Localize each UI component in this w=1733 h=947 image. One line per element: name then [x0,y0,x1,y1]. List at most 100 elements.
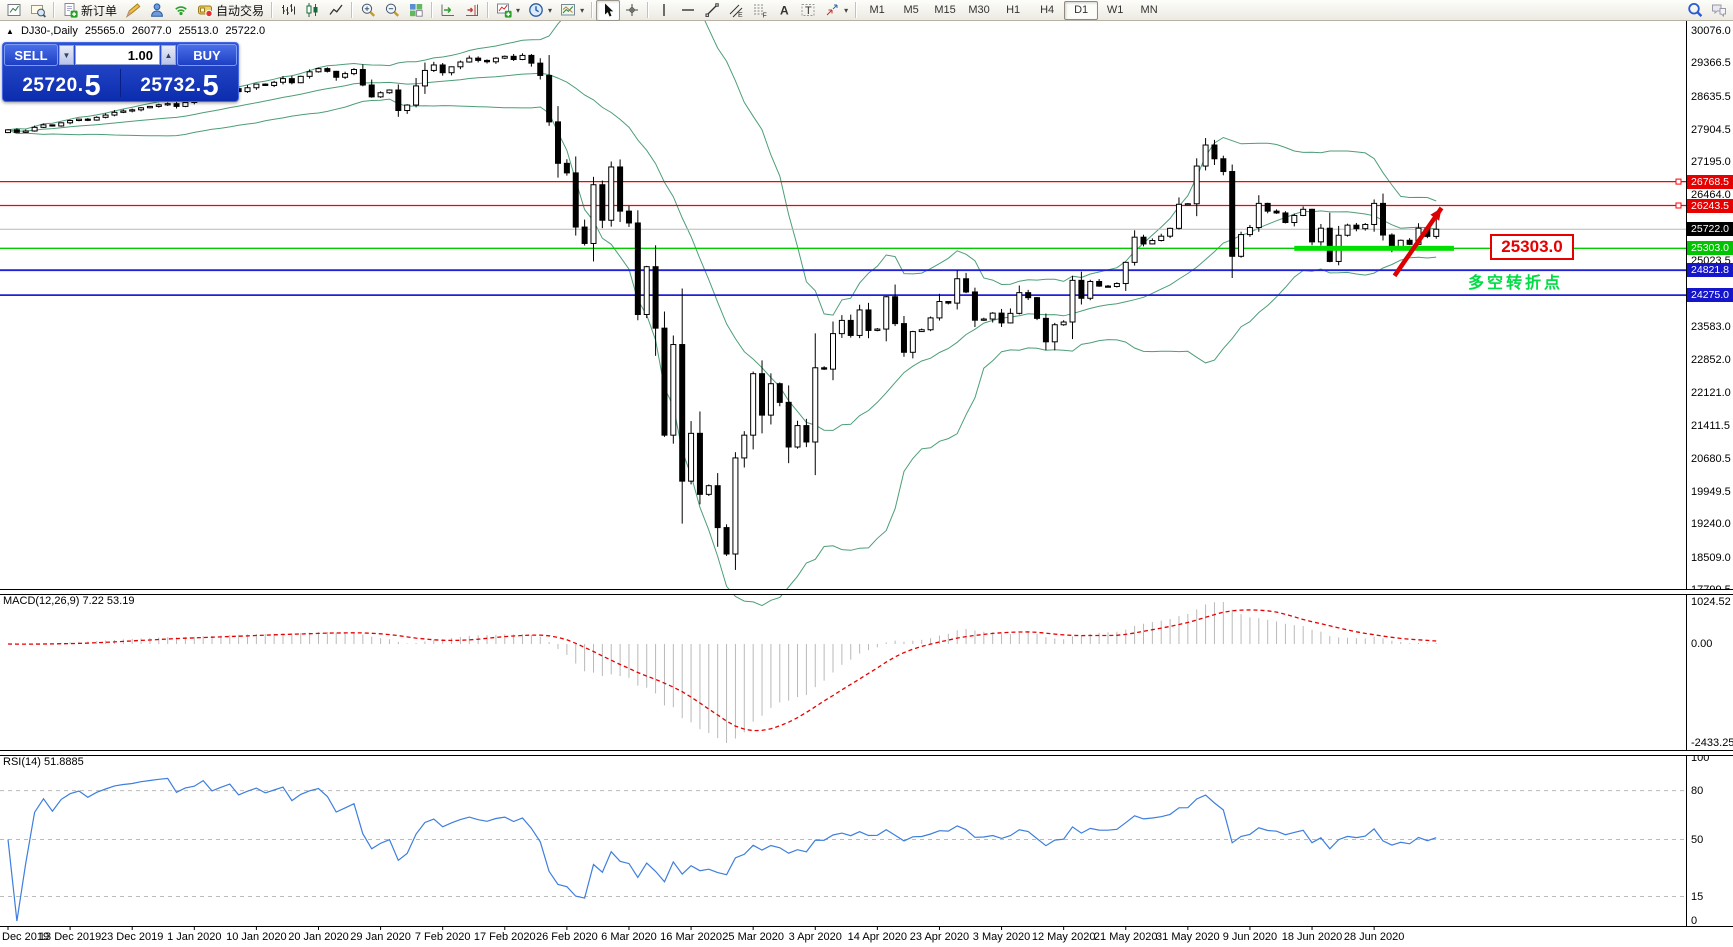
community-button[interactable] [1707,0,1731,21]
sell-price-pip: 5 [84,70,101,102]
fibonacci-button[interactable]: F [748,0,772,21]
timeframe-h1-button[interactable]: H1 [1006,4,1021,16]
equidistant-channel-button[interactable]: E [724,0,748,21]
timeframe-mn-button[interactable]: MN [1140,4,1158,16]
timeframe-m30-button[interactable]: M30 [968,4,990,16]
price-scale-tick: 27195.0 [1691,156,1731,169]
macd-panel-splitter[interactable] [0,589,1733,595]
zoom-out-button[interactable] [380,0,404,21]
search-button[interactable] [1683,0,1707,21]
rsi-scale-tick: 15 [1691,890,1704,903]
sell-price[interactable]: 25720. 5 [3,67,120,102]
candle-body [1034,297,1041,319]
rsi-panel-splitter[interactable] [0,750,1733,756]
crosshair-button[interactable] [620,0,644,21]
timeframe-m1-button[interactable]: M1 [869,4,885,16]
new-chart-button[interactable] [2,0,26,21]
candle-body [759,373,766,416]
candle-body [173,103,180,107]
candlestick-chart-icon [304,2,320,18]
rsi-line [7,777,1437,922]
support-level-bar[interactable] [1294,245,1454,251]
line-chart-button[interactable] [324,0,348,21]
arrows-button[interactable]: ▾ [820,0,852,21]
price-axis[interactable] [1686,21,1733,926]
autotrading-button[interactable]: 自动交易 [193,0,268,21]
candle-body [501,55,508,59]
candle-body [84,118,91,121]
support-price-callout[interactable]: 25303.0 [1490,234,1574,260]
tile-windows-button[interactable] [404,0,428,21]
timeframe-d1-button[interactable]: D1 [1064,0,1099,20]
sell-button[interactable]: SELL [4,44,58,66]
candle-body [714,485,721,529]
trendline-button[interactable] [700,0,724,21]
vertical-line-button[interactable] [652,0,676,21]
time-axis[interactable] [0,926,1733,927]
trend-arrow[interactable] [1392,206,1444,278]
zoom-in-button[interactable] [356,0,380,21]
candle-body [1167,227,1174,237]
dropdown-caret-icon[interactable]: ▾ [580,5,585,15]
text-button[interactable]: A [772,0,796,21]
price-badge-25722.0: 25722.0 [1687,222,1733,237]
x-axis-label: 3 Apr 2020 [788,931,842,943]
candle-body [812,367,819,443]
dropdown-caret-icon[interactable]: ▾ [548,5,553,15]
symbol-period: DJ30-,Daily [20,25,78,37]
timeframe-m15-button[interactable]: M15 [934,4,956,16]
candle-body [67,120,74,124]
candle-body [1122,261,1129,285]
periods-button[interactable]: ▾ [524,0,556,21]
candle-body [1131,236,1138,263]
volume-increase-button[interactable]: ▲ [161,45,176,65]
indicators-button[interactable]: ▾ [492,0,524,21]
new-order-button[interactable]: 新订单 [58,0,121,21]
candle-body [1096,280,1103,287]
signals-button[interactable] [169,0,193,21]
trend-arrow-head [1430,207,1442,221]
candle-body [865,309,872,331]
price-badge-26243.5: 26243.5 [1687,198,1733,213]
price-scale-tick: 19949.5 [1691,486,1731,499]
price-badge-26768.5: 26768.5 [1687,174,1733,189]
cursor-button[interactable] [596,0,621,21]
hline-handle[interactable] [1675,178,1682,185]
timeframe-h4-button[interactable]: H4 [1040,4,1055,16]
autotrading-label: 自动交易 [216,3,265,18]
zoom-out-icon [384,2,400,18]
horizontal-line-button[interactable] [676,0,700,21]
zoom-in-icon [360,2,376,18]
candle-body [617,166,624,212]
dropdown-caret-icon[interactable]: ▾ [516,5,521,15]
signals-icon [173,2,189,18]
volume-input[interactable]: 1.00 [75,45,160,65]
dropdown-caret-icon[interactable]: ▾ [844,5,849,15]
text-label-icon: T [800,2,816,18]
profiles-button[interactable] [26,0,50,21]
candle-body [102,114,109,118]
navigator-button[interactable] [145,0,169,21]
candlestick-chart-button[interactable] [300,0,324,21]
auto-scroll-button[interactable] [436,0,460,21]
candle-body [652,266,659,329]
text-label-button[interactable]: T [796,0,820,21]
candle-body [1175,203,1182,229]
timeframe-w1-button[interactable]: W1 [1106,4,1124,16]
buy-button[interactable]: BUY [177,44,237,66]
timeframe-m5-button[interactable]: M5 [903,4,919,16]
macd-label: MACD(12,26,9) 7.22 53.19 [3,595,135,607]
bar-chart-button[interactable] [276,0,300,21]
horizontal-line-icon [680,2,696,18]
chart-shift-button[interactable] [460,0,484,21]
hline-handle[interactable] [1675,202,1682,209]
candle-body [1193,165,1200,205]
buy-price[interactable]: 25732. 5 [121,67,238,101]
candle-body [750,373,757,436]
candle-body [874,328,881,331]
buy-price-dot: . [195,75,202,96]
volume-decrease-button[interactable]: ▼ [59,45,74,65]
metaeditor-button[interactable] [121,0,145,21]
templates-button[interactable]: ▾ [556,0,588,21]
